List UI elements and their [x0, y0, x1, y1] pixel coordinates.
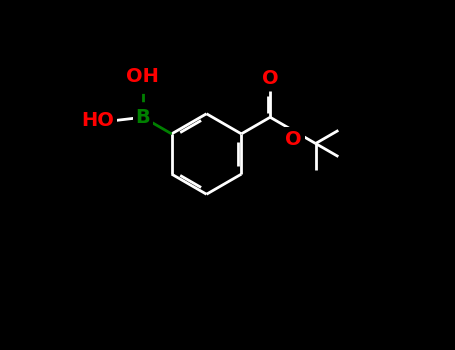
Text: B: B: [136, 108, 150, 127]
Text: HO: HO: [81, 111, 114, 130]
Text: O: O: [285, 130, 302, 149]
Text: O: O: [262, 69, 278, 88]
Text: OH: OH: [126, 68, 159, 86]
